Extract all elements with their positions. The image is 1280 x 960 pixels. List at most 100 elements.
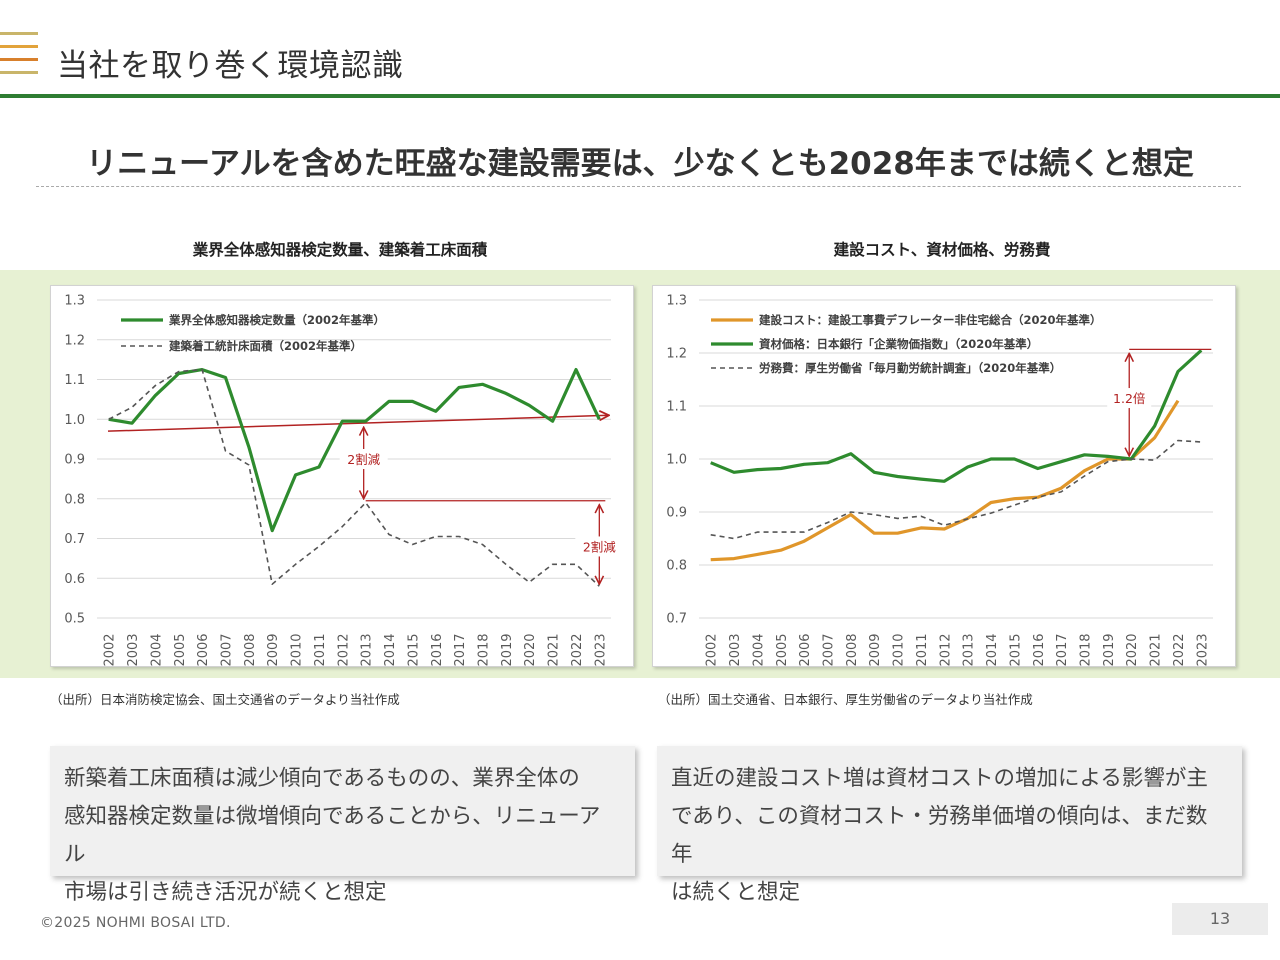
x-tick-label: 2010 xyxy=(290,633,305,666)
y-tick-label: 0.5 xyxy=(64,612,85,627)
right-summary-text: 直近の建設コスト増は資材コストの増加による影響が主 であり、この資材コスト・労務… xyxy=(671,766,1208,905)
left-summary-box: 新築着工床面積は減少傾向であるものの、業界全体の 感知器検定数量は微増傾向である… xyxy=(50,746,635,905)
x-tick-label: 2007 xyxy=(220,633,235,666)
x-tick-label: 2003 xyxy=(126,633,141,666)
right-chart-title: 建設コスト、資材価格、労務費 xyxy=(833,241,1051,259)
x-tick-label: 2010 xyxy=(892,633,907,666)
x-tick-label: 2014 xyxy=(383,633,398,666)
x-tick-label: 2013 xyxy=(962,633,977,666)
logo-bar xyxy=(0,58,38,61)
y-tick-label: 0.9 xyxy=(64,453,85,468)
right-chart: 1.3 1.2 1.1 1.0 0.9 0.8 0.7 2002 2003 2004 2005 200… xyxy=(666,294,1213,667)
x-tick-label: 2016 xyxy=(1032,633,1047,666)
legend-label: 建築着工統計床面積（2002年基準） xyxy=(169,339,362,353)
x-tick-label: 2021 xyxy=(1149,633,1164,666)
y-tick-label: 0.9 xyxy=(666,506,687,521)
x-tick-label: 2021 xyxy=(547,633,562,666)
x-tick-label: 2012 xyxy=(336,633,351,666)
left-source-note: （出所）日本消防検定協会、国土交通省のデータより当社作成 xyxy=(50,692,400,707)
logo-bar xyxy=(0,32,38,35)
x-tick-label: 2022 xyxy=(1172,633,1187,666)
headline: リニューアルを含めた旺盛な建設需要は、少なくとも2028年までは続くと想定 xyxy=(86,146,1194,182)
x-tick-label: 2020 xyxy=(1125,633,1140,666)
series-line xyxy=(710,399,1180,562)
x-tick-label: 2017 xyxy=(1055,633,1070,666)
x-tick-label: 2005 xyxy=(173,633,188,666)
legend-label: 業界全体感知器検定数量（2002年基準） xyxy=(168,313,385,327)
right-summary-box: 直近の建設コスト増は資材コストの増加による影響が主 であり、この資材コスト・労務… xyxy=(657,746,1242,905)
annotation-label-bg xyxy=(575,536,624,557)
annotation-label-bg xyxy=(339,449,388,469)
y-tick-label: 1.1 xyxy=(666,400,687,415)
trend-line xyxy=(107,415,609,432)
header-rule xyxy=(0,94,1280,98)
x-tick-label: 2009 xyxy=(868,633,883,666)
y-tick-label: 1.3 xyxy=(64,294,85,309)
x-tick-label: 2015 xyxy=(406,633,421,666)
right-chart-panel: 1.3 1.2 1.1 1.0 0.9 0.8 0.7 2002 2003 2004 2005 200… xyxy=(652,285,1236,667)
legend-label: 資材価格：日本銀行「企業物価指数」（2020年基準） xyxy=(759,337,1038,351)
logo-bar xyxy=(0,45,38,48)
left-chart-panel: 1.3 1.2 1.1 1.0 0.9 0.8 0.7 0.6 0.5 2002 2003 2004 2… xyxy=(50,285,634,667)
x-tick-label: 2006 xyxy=(798,633,813,666)
y-tick-label: 1.1 xyxy=(64,373,85,388)
y-tick-label: 1.0 xyxy=(666,453,687,468)
x-tick-label: 2002 xyxy=(705,633,720,666)
series-line xyxy=(710,439,1202,540)
x-tick-label: 2008 xyxy=(243,633,258,666)
x-tick-label: 2005 xyxy=(775,633,790,666)
x-tick-label: 2014 xyxy=(985,633,1000,666)
series-line xyxy=(108,368,600,587)
annotation-label: 2割減 xyxy=(347,452,380,467)
x-tick-label: 2004 xyxy=(751,633,766,666)
copyright: ©2025 NOHMI BOSAI LTD. xyxy=(40,915,231,931)
y-tick-label: 0.8 xyxy=(666,559,687,574)
x-tick-label: 2020 xyxy=(523,633,538,666)
x-tick-label: 2022 xyxy=(570,633,585,666)
x-tick-label: 2009 xyxy=(266,633,281,666)
x-tick-label: 2015 xyxy=(1008,633,1023,666)
x-tick-label: 2023 xyxy=(1195,633,1210,666)
y-tick-label: 1.2 xyxy=(64,333,85,348)
x-tick-label: 2016 xyxy=(430,633,445,666)
headline-divider xyxy=(36,186,1241,187)
right-source-note: （出所）国土交通省、日本銀行、厚生労働省のデータより当社作成 xyxy=(658,692,1033,707)
x-tick-label: 2011 xyxy=(915,633,930,666)
x-tick-label: 2003 xyxy=(728,633,743,666)
x-tick-label: 2007 xyxy=(822,633,837,666)
x-tick-label: 2012 xyxy=(938,633,953,666)
page-number: 13 xyxy=(1172,903,1268,935)
y-tick-label: 1.2 xyxy=(666,347,687,362)
x-tick-label: 2019 xyxy=(500,633,515,666)
annotation-label-bg xyxy=(1107,388,1152,409)
y-tick-label: 1.0 xyxy=(64,413,85,428)
left-summary-text: 新築着工床面積は減少傾向であるものの、業界全体の 感知器検定数量は微増傾向である… xyxy=(64,766,601,905)
legend-label: 建設コスト：建設工事費デフレーター非住宅総合（2020年基準） xyxy=(759,313,1102,327)
y-tick-label: 0.7 xyxy=(666,612,687,627)
x-tick-label: 2002 xyxy=(103,633,118,666)
y-tick-label: 1.3 xyxy=(666,294,687,309)
x-tick-label: 2013 xyxy=(360,633,375,666)
x-tick-label: 2023 xyxy=(593,633,608,666)
page-title: 当社を取り巻く環境認識 xyxy=(57,48,404,84)
x-tick-label: 2011 xyxy=(313,633,328,666)
y-tick-label: 0.7 xyxy=(64,532,85,547)
x-tick-label: 2019 xyxy=(1102,633,1117,666)
x-tick-label: 2017 xyxy=(453,633,468,666)
y-tick-label: 0.8 xyxy=(64,492,85,507)
logo-bars xyxy=(0,32,38,88)
legend-label: 労務費：厚生労働省「毎月勤労統計調査」（2020年基準） xyxy=(759,361,1061,375)
left-chart: 1.3 1.2 1.1 1.0 0.9 0.8 0.7 0.6 0.5 2002 2003 2004 2… xyxy=(64,294,624,667)
x-tick-label: 2018 xyxy=(1079,633,1094,666)
y-tick-label: 0.6 xyxy=(64,572,85,587)
left-chart-title: 業界全体感知器検定数量、建築着工床面積 xyxy=(192,241,488,259)
x-tick-label: 2008 xyxy=(845,633,860,666)
series-line xyxy=(108,367,601,533)
x-tick-label: 2018 xyxy=(477,633,492,666)
annotation-label: 2割減 xyxy=(583,539,616,554)
annotation-label: 1.2倍 xyxy=(1113,391,1145,406)
series-line xyxy=(710,349,1203,483)
x-tick-label: 2004 xyxy=(149,633,164,666)
logo-bar xyxy=(0,71,38,74)
x-tick-label: 2006 xyxy=(196,633,211,666)
